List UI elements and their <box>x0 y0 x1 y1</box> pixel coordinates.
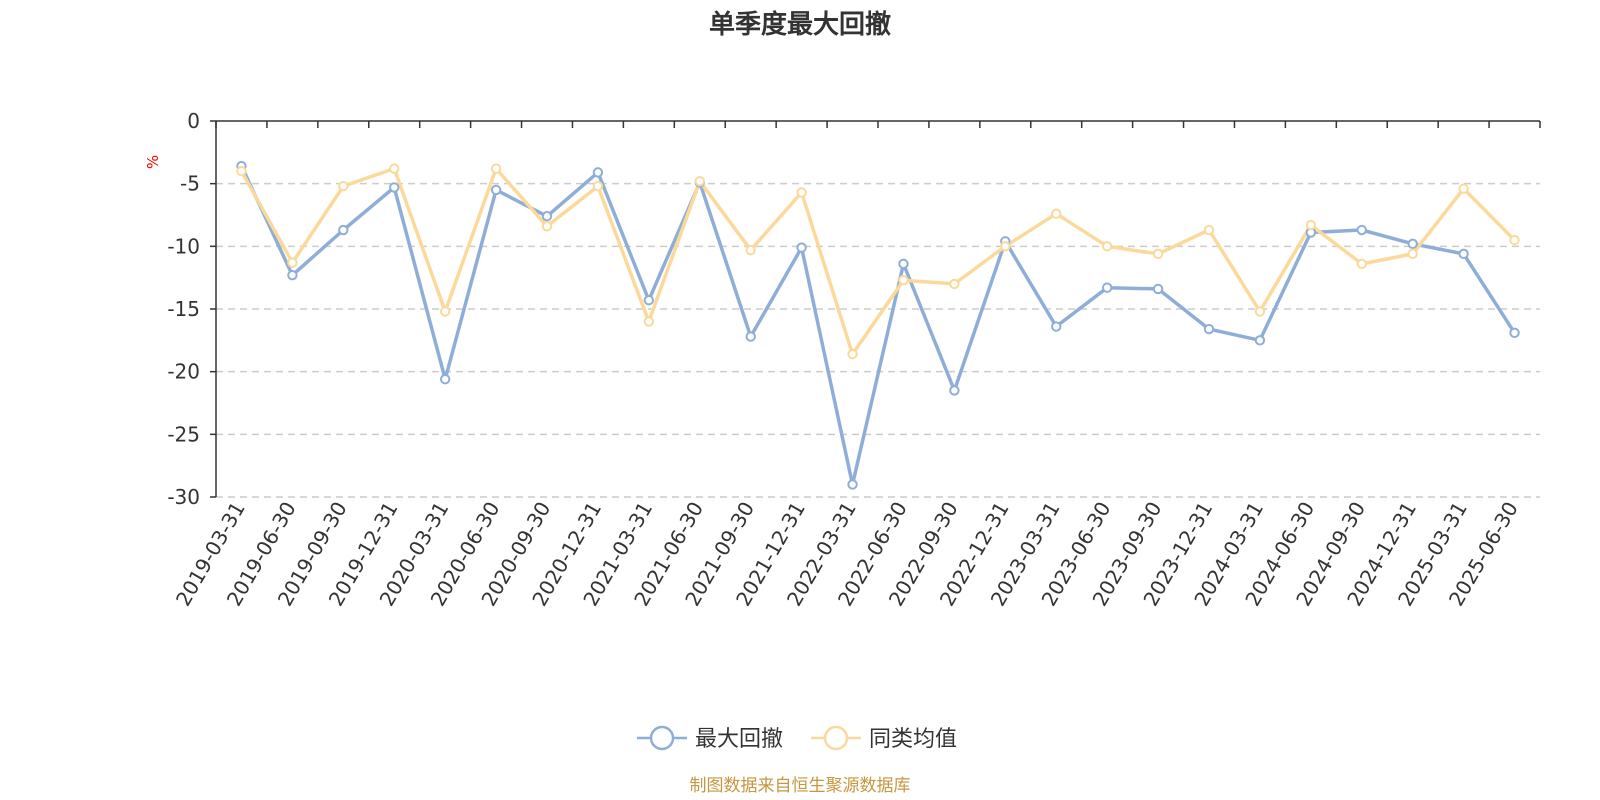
chart-title: 单季度最大回撤 <box>709 9 891 40</box>
legend: 最大回撤 同类均值 <box>637 725 957 752</box>
series-1-point <box>1051 321 1062 332</box>
series-1-point <box>287 269 298 281</box>
y-tick-label: -10 <box>167 234 200 258</box>
series-1-point <box>490 184 502 196</box>
y-tick-label: 0 <box>187 109 200 133</box>
series-2-point <box>949 278 960 290</box>
series-2-point <box>694 175 705 187</box>
series-line-2 <box>239 166 1516 356</box>
series-1-point <box>745 331 756 342</box>
series-2-point <box>1458 183 1469 194</box>
y-tick-label: -20 <box>167 360 200 384</box>
series-1-point <box>1101 282 1113 293</box>
series-1-point <box>338 224 349 236</box>
series-1-point <box>898 258 909 270</box>
series-2-point <box>898 274 909 286</box>
series-2-point <box>592 180 604 192</box>
series-2-point <box>490 163 502 174</box>
legend-marker-2 <box>823 725 849 751</box>
series-1-point <box>1356 224 1367 236</box>
series-1-point <box>1509 327 1520 339</box>
series-1-point <box>949 385 960 396</box>
series-2-point <box>1509 234 1520 246</box>
series-2-point <box>1000 241 1011 252</box>
series-line-1 <box>239 165 1516 487</box>
series-2-point <box>338 180 349 192</box>
series-1-point <box>1458 248 1469 260</box>
series-2-point <box>1305 219 1317 231</box>
legend-label-1: 最大回撤 <box>695 727 783 752</box>
y-tick-label: -30 <box>167 485 200 509</box>
series-2-point <box>1152 248 1164 260</box>
series-2-point <box>847 348 858 360</box>
series-1-point <box>1152 283 1164 295</box>
series-1-point <box>439 373 451 385</box>
series-1-point <box>389 182 400 193</box>
series-2-point <box>1254 306 1266 317</box>
series-2-point <box>236 165 247 177</box>
legend-marker-1 <box>649 725 675 751</box>
series-2-point <box>1101 241 1113 252</box>
y-tick-label: -5 <box>180 172 200 196</box>
series-2-point <box>439 306 451 317</box>
series-2-point <box>389 163 400 174</box>
series-1-point <box>847 479 858 490</box>
series-1-point <box>541 211 553 222</box>
series-2-point <box>287 257 298 268</box>
series-1-point <box>796 242 807 253</box>
series-1-point <box>643 295 655 306</box>
series-2-point <box>796 187 807 198</box>
series-2-point <box>1051 208 1062 219</box>
source-note: 制图数据来自恒生聚源数据库 <box>690 776 911 796</box>
series-1-point <box>1203 323 1215 335</box>
series-2-point <box>643 316 655 327</box>
series-2-point <box>1203 224 1215 236</box>
series-2-point <box>745 244 756 256</box>
series-1-point <box>1407 238 1418 250</box>
series-2-point <box>1407 248 1418 260</box>
y-axis-unit-label: % <box>144 155 162 169</box>
legend-label-2: 同类均值 <box>869 727 957 752</box>
series-1-point <box>1254 335 1266 346</box>
series-2-point <box>541 221 553 232</box>
y-tick-label: -25 <box>167 422 200 446</box>
series-1-point <box>592 167 604 178</box>
series-lines <box>236 160 1520 490</box>
y-tick-label: -15 <box>167 297 200 321</box>
series-2-point <box>1356 258 1367 270</box>
